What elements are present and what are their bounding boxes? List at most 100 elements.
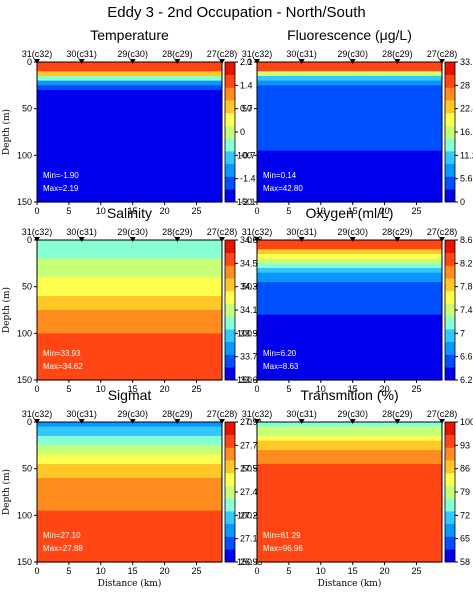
colorbar-swatch [225,176,235,190]
field-band [257,104,442,110]
x-tick-label: 15 [128,384,138,394]
colorbar-swatch [225,549,235,563]
field-band [257,254,442,260]
field-band [37,314,222,320]
field-band [257,464,442,470]
station-marker [394,59,401,64]
field-band [257,510,442,516]
colorbar-tick-label: 33.96 [240,328,263,338]
x-tick-label: 25 [191,384,201,394]
field-band [257,366,442,372]
y-tick-label: 100 [17,510,32,520]
field-band [257,515,442,521]
colorbar-swatch [225,240,235,254]
colorbar-swatch [445,176,455,190]
field-band [257,174,442,180]
plot-frame [36,239,223,381]
field-band [37,501,222,507]
field-band [257,375,442,381]
field-band [37,150,222,156]
field-band [37,99,222,105]
y-tick-label: 50 [22,282,32,292]
colorbar-swatch [445,74,455,88]
field-band [37,459,222,465]
y-tick-label: 150 [237,557,252,567]
field-band [37,282,222,288]
colorbar-swatch [225,138,235,152]
field-band [257,478,442,484]
colorbar-swatch [445,303,455,317]
station-label: 27(c28) [427,409,458,419]
colorbar-tick-label: 16.8 [460,127,473,137]
colorbar-tick-label: 8.2 [460,258,473,268]
colorbar-tick-label: 0 [240,127,245,137]
field-band [257,90,442,96]
x-tick-label: 20 [160,384,170,394]
colorbar-tick-label: 33.78 [240,352,263,362]
panel-title: Temperature [90,27,169,43]
colorbar-swatch [225,460,235,474]
field-band [37,506,222,512]
field-band [257,268,442,274]
field-band [37,244,222,250]
colorbar-tick-label: 34.14 [240,305,263,315]
colorbar-swatch [225,536,235,550]
colorbar-tick-label: 72 [460,510,470,520]
x-tick-label: 10 [316,566,326,576]
station-label: 31(c32) [22,227,53,237]
field-band [37,76,222,82]
station-label: 27(c28) [427,49,458,59]
field-band [37,169,222,175]
colorbar-swatch [445,354,455,368]
colorbar-tick-label: 1.4 [240,80,253,90]
station-label: 28(c29) [162,49,193,59]
field-band [257,487,442,493]
colorbar-swatch [225,511,235,525]
field-band [257,272,442,278]
field-band [257,338,442,344]
x-tick-label: 15 [348,384,358,394]
y-tick-label: 150 [237,375,252,385]
x-tick-label: 10 [316,384,326,394]
field-band [257,150,442,156]
station-marker [129,59,136,64]
x-tick-label: 15 [348,206,358,216]
field-band [37,426,222,432]
station-marker [219,419,225,424]
field-band [37,370,222,376]
y-axis-label: Depth (m) [1,469,12,515]
field-band [37,538,222,544]
colorbar-tick-label: 0 [460,197,465,207]
field-band [257,356,442,362]
station-label: 27(c28) [207,409,238,419]
field-band [37,104,222,110]
field-band [37,113,222,119]
x-tick-label: 0 [254,206,259,216]
field-band [37,515,222,521]
field-band [257,361,442,367]
station-marker [129,419,136,424]
field-band [37,183,222,189]
station-label: 30(c31) [286,409,317,419]
x-tick-label: 15 [348,566,358,576]
field-band [37,277,222,283]
station-label: 27(c28) [207,227,238,237]
field-band [37,62,222,68]
station-label: 27(c28) [427,227,458,237]
field-band [257,492,442,498]
panel-0: Temperature 31(c32) 30(c31) 29(c30) 28(c29) 2… [1,27,256,216]
field-band [37,496,222,502]
field-band [37,240,222,246]
y-tick-label: 0 [27,57,32,67]
panel-title: Transmition (%) [300,387,398,403]
colorbar-tick-label: 8.6 [460,235,473,245]
field-band [257,305,442,311]
station-label: 30(c31) [66,409,97,419]
station-marker [298,59,305,64]
station-marker [78,419,85,424]
field-band [37,319,222,325]
colorbar-swatch [445,316,455,330]
y-tick-label: 100 [17,150,32,160]
field-band [37,122,222,128]
station-label: 28(c29) [382,227,413,237]
